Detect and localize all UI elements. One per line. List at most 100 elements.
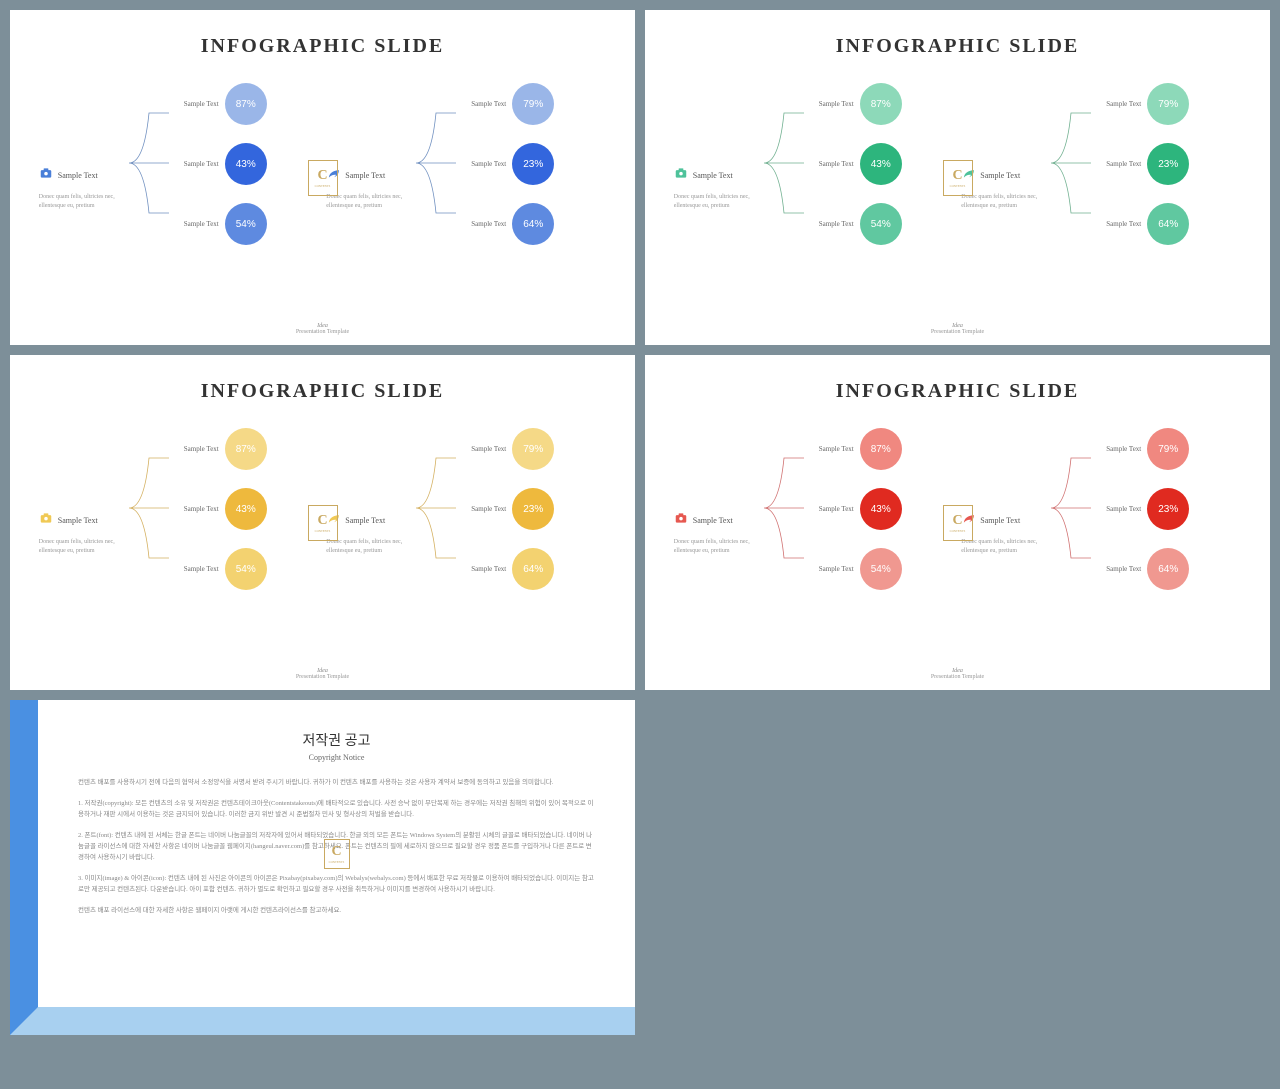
group-desc: Donec quam felis, ultricies nec, ellente… xyxy=(961,538,1061,555)
slide-title: INFOGRAPHIC SLIDE xyxy=(30,35,615,58)
group-1: Sample Text Donec quam felis, ultricies … xyxy=(326,73,606,253)
branch-1: Sample Text 43% xyxy=(804,143,902,185)
branch-2: Sample Text 64% xyxy=(456,203,554,245)
empty-cell xyxy=(645,700,1270,1035)
branch-label: Sample Text xyxy=(169,100,219,108)
group-label: Sample Text xyxy=(693,171,733,180)
percent-circle: 54% xyxy=(860,548,902,590)
branch-1: Sample Text 23% xyxy=(1091,143,1189,185)
branch-2: Sample Text 54% xyxy=(169,203,267,245)
percent-circle: 79% xyxy=(1147,428,1189,470)
percent-circle: 43% xyxy=(860,143,902,185)
slide-title: INFOGRAPHIC SLIDE xyxy=(665,380,1250,403)
infographic-slide: INFOGRAPHIC SLIDE Sample Text Donec quam… xyxy=(10,10,635,345)
percent-circle: 79% xyxy=(512,428,554,470)
branch-label: Sample Text xyxy=(169,160,219,168)
branch-0: Sample Text 87% xyxy=(169,428,267,470)
branch-label: Sample Text xyxy=(456,100,506,108)
group-desc: Donec quam felis, ultricies nec, ellente… xyxy=(326,193,426,210)
branch-1: Sample Text 43% xyxy=(804,488,902,530)
percent-circle: 43% xyxy=(225,143,267,185)
group-label: Sample Text xyxy=(693,516,733,525)
footer-sub: Presentation Template xyxy=(10,674,635,680)
percent-circle: 23% xyxy=(512,488,554,530)
branch-0: Sample Text 79% xyxy=(1091,83,1189,125)
branch-0: Sample Text 79% xyxy=(456,428,554,470)
branch-1: Sample Text 23% xyxy=(456,488,554,530)
branch-1: Sample Text 43% xyxy=(169,143,267,185)
branch-label: Sample Text xyxy=(1091,565,1141,573)
branch-label: Sample Text xyxy=(804,220,854,228)
group-desc: Donec quam felis, ultricies nec, ellente… xyxy=(961,193,1061,210)
branch-label: Sample Text xyxy=(169,505,219,513)
branch-label: Sample Text xyxy=(804,505,854,513)
connector-lines xyxy=(416,93,456,233)
group-desc: Donec quam felis, ultricies nec, ellente… xyxy=(326,538,426,555)
group-0: Sample Text Donec quam felis, ultricies … xyxy=(674,73,954,253)
percent-circle: 64% xyxy=(1147,548,1189,590)
copyright-paragraph: 컨텐츠 배포를 사용하시기 전에 다음의 협약서 소정양식을 서명서 받려 주시… xyxy=(78,777,595,788)
copyright-subtitle: Copyright Notice xyxy=(78,753,595,762)
percent-circle: 79% xyxy=(512,83,554,125)
group-label: Sample Text xyxy=(980,516,1020,525)
camera-icon xyxy=(674,166,688,185)
center-logo: C CONTENTS xyxy=(308,160,338,196)
percent-circle: 23% xyxy=(1147,143,1189,185)
connector-lines xyxy=(129,438,169,578)
footer-sub: Presentation Template xyxy=(645,674,1270,680)
connector-lines xyxy=(764,93,804,233)
branch-label: Sample Text xyxy=(1091,445,1141,453)
branch-label: Sample Text xyxy=(169,220,219,228)
infographic-slide: INFOGRAPHIC SLIDE Sample Text Donec quam… xyxy=(645,355,1270,690)
group-1: Sample Text Donec quam felis, ultricies … xyxy=(326,418,606,598)
branch-2: Sample Text 64% xyxy=(456,548,554,590)
branch-label: Sample Text xyxy=(1091,160,1141,168)
center-logo: C CONTENTS xyxy=(943,160,973,196)
group-label: Sample Text xyxy=(345,171,385,180)
camera-icon xyxy=(39,511,53,530)
connector-lines xyxy=(1051,93,1091,233)
group-desc: Donec quam felis, ultricies nec, ellente… xyxy=(39,538,139,555)
group-desc: Donec quam felis, ultricies nec, ellente… xyxy=(39,193,139,210)
branch-1: Sample Text 23% xyxy=(1091,488,1189,530)
copyright-title: 저작권 공고 xyxy=(78,730,595,750)
group-label: Sample Text xyxy=(980,171,1020,180)
group-label: Sample Text xyxy=(58,516,98,525)
percent-circle: 23% xyxy=(1147,488,1189,530)
group-0: Sample Text Donec quam felis, ultricies … xyxy=(39,73,319,253)
slide-title: INFOGRAPHIC SLIDE xyxy=(30,380,615,403)
branch-label: Sample Text xyxy=(804,100,854,108)
branch-0: Sample Text 87% xyxy=(169,83,267,125)
percent-circle: 79% xyxy=(1147,83,1189,125)
copyright-logo: C CONTENTS xyxy=(324,839,350,869)
group-label: Sample Text xyxy=(345,516,385,525)
slide-title: INFOGRAPHIC SLIDE xyxy=(665,35,1250,58)
copyright-paragraph: 1. 저작권(copyright): 모든 컨텐츠의 소유 및 저작권은 컨텐츠… xyxy=(78,798,595,820)
copyright-slide: 저작권 공고 Copyright Notice 컨텐츠 배포를 사용하시기 전에… xyxy=(10,700,635,1035)
branch-label: Sample Text xyxy=(1091,220,1141,228)
group-label: Sample Text xyxy=(58,171,98,180)
branch-label: Sample Text xyxy=(804,565,854,573)
group-0: Sample Text Donec quam felis, ultricies … xyxy=(674,418,954,598)
group-1: Sample Text Donec quam felis, ultricies … xyxy=(961,418,1241,598)
percent-circle: 54% xyxy=(225,548,267,590)
group-desc: Donec quam felis, ultricies nec, ellente… xyxy=(674,538,774,555)
branch-label: Sample Text xyxy=(1091,505,1141,513)
branch-2: Sample Text 54% xyxy=(804,548,902,590)
percent-circle: 87% xyxy=(225,428,267,470)
branch-label: Sample Text xyxy=(169,565,219,573)
branch-1: Sample Text 23% xyxy=(456,143,554,185)
group-0: Sample Text Donec quam felis, ultricies … xyxy=(39,418,319,598)
group-1: Sample Text Donec quam felis, ultricies … xyxy=(961,73,1241,253)
percent-circle: 54% xyxy=(225,203,267,245)
group-desc: Donec quam felis, ultricies nec, ellente… xyxy=(674,193,774,210)
branch-label: Sample Text xyxy=(456,445,506,453)
infographic-slide: INFOGRAPHIC SLIDE Sample Text Donec quam… xyxy=(10,355,635,690)
percent-circle: 64% xyxy=(512,548,554,590)
copyright-paragraph: 컨텐츠 배포 라이선스에 대한 자세한 사항은 웹페이지 아랫에 게시한 컨텐츠… xyxy=(78,905,595,916)
branch-0: Sample Text 87% xyxy=(804,428,902,470)
branch-label: Sample Text xyxy=(456,565,506,573)
branch-2: Sample Text 54% xyxy=(169,548,267,590)
branch-2: Sample Text 64% xyxy=(1091,548,1189,590)
branch-0: Sample Text 79% xyxy=(456,83,554,125)
